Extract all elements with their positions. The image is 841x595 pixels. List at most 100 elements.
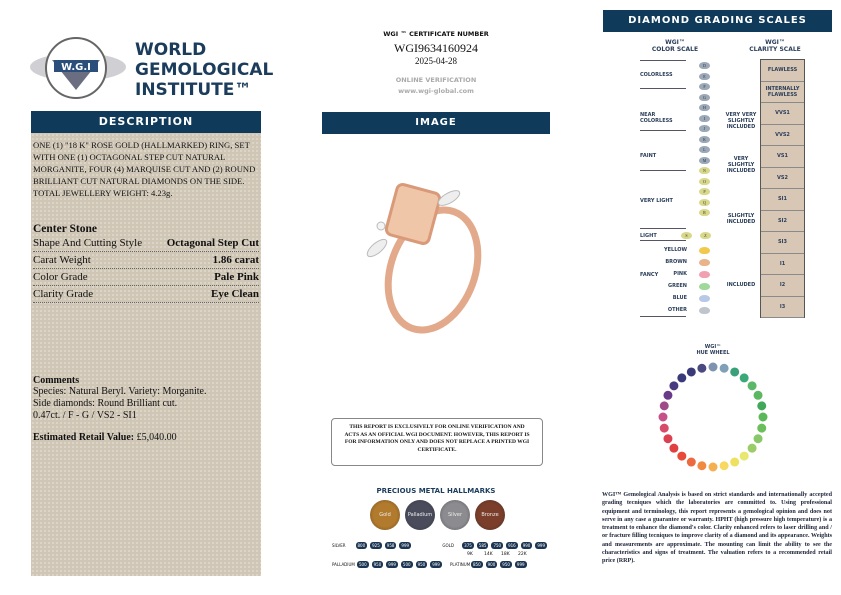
hue-swatch — [756, 422, 768, 434]
hallmark-mark: 950 — [415, 560, 428, 568]
hallmark-coin: Palladium — [405, 500, 435, 530]
clarity-scale: FLAWLESS INTERNALLY FLAWLESS VVS1 VVS2 VS1 VS… — [760, 59, 805, 318]
detail-row: Clarity Grade Eye Clean — [33, 286, 259, 303]
hallmark-mark: 900 — [485, 560, 498, 568]
hue-swatch — [718, 460, 730, 472]
hallmark-mark: 375 — [462, 541, 474, 549]
karat-label: 14K — [484, 552, 493, 557]
row-label: Carat Weight — [33, 254, 91, 266]
certificate-date: 2025-04-28 — [415, 56, 457, 66]
hue-swatch — [657, 411, 669, 423]
divider — [640, 170, 686, 171]
description-header: DESCRIPTION — [31, 111, 261, 133]
hue-wheel — [657, 361, 769, 473]
hue-swatch — [738, 450, 750, 462]
wgi-logo: W.G.I — [28, 32, 128, 102]
clarity-grade: I3 — [761, 296, 804, 318]
platinum-label: PLATINUM — [450, 561, 471, 567]
hallmark-mark: 999 — [514, 560, 527, 568]
color-group-label: LIGHT — [640, 233, 657, 239]
hue-swatch — [752, 389, 764, 401]
hallmark-mark: 958 — [384, 541, 397, 549]
detail-row: Shape And Cutting Style Octagonal Step Cu… — [33, 235, 259, 252]
color-group-label: VERY LIGHT — [640, 198, 673, 204]
hue-swatch — [676, 450, 688, 462]
detail-row: Color Grade Pale Pink — [33, 269, 259, 286]
fancy-color-gem — [699, 271, 710, 278]
hallmark-mark: 950 — [371, 560, 384, 568]
hue-swatch — [685, 456, 697, 468]
comment-line: Species: Natural Beryl. Variety: Morgani… — [33, 386, 207, 397]
hue-swatch — [658, 422, 670, 434]
grading-scales-header: DIAMOND GRADING SCALES — [603, 10, 832, 32]
hallmark-mark: 999 — [535, 541, 547, 549]
verification-label: ONLINE VERIFICATION — [395, 76, 477, 84]
hallmark-mark: 999 — [399, 541, 412, 549]
fancy-color-label: PINK — [673, 271, 687, 277]
hue-swatch — [752, 433, 764, 445]
comment-line: Side diamonds: Round Brilliant cut. — [33, 398, 178, 409]
hue-swatch — [738, 372, 750, 384]
clarity-grade: VS2 — [761, 167, 804, 189]
fancy-color-label: BROWN — [665, 259, 687, 265]
color-scale-title: WGI™ COLOR SCALE — [651, 39, 699, 53]
image-header: IMAGE — [322, 112, 550, 134]
hallmark-mark: 585 — [476, 541, 489, 549]
certificate-label: WGI ™ CERTIFICATE NUMBER — [383, 30, 489, 38]
center-stone-title: Center Stone — [33, 223, 97, 235]
hallmark-mark: 800 — [355, 541, 368, 549]
color-grade-gem: G — [699, 93, 710, 101]
clarity-grade: VVS1 — [761, 103, 804, 125]
clarity-grade: SI2 — [761, 210, 804, 232]
row-value: Pale Pink — [214, 271, 259, 283]
row-value: Eye Clean — [211, 288, 259, 300]
row-label: Color Grade — [33, 271, 88, 283]
color-grade-gem: Z — [700, 232, 711, 239]
hue-swatch — [668, 380, 680, 392]
hallmark-coin: Bronze — [475, 500, 505, 530]
hallmark-marks: SILVER 800 925 958 999 GOLD 375 585 750 916 990 999… — [332, 538, 547, 571]
gold-label: GOLD — [442, 542, 454, 548]
row-value: 1.86 carat — [212, 254, 259, 266]
clarity-grade: VS1 — [761, 146, 804, 168]
divider — [640, 316, 686, 317]
row-value: Octagonal Step Cut — [166, 237, 259, 249]
color-grade-gem: E — [699, 72, 710, 80]
row-label: Shape And Cutting Style — [33, 237, 143, 249]
clarity-scale-title: WGI™ CLARITY SCALE — [749, 39, 801, 53]
hue-swatch — [676, 372, 688, 384]
hallmark-mark: 999 — [386, 560, 398, 568]
hue-swatch — [746, 442, 758, 454]
hallmark-mark: 500 — [357, 560, 369, 568]
hue-swatch — [757, 411, 769, 423]
fancy-color-gem — [699, 259, 710, 266]
hallmark-mark: 990 — [520, 541, 533, 549]
hue-wheel-title: WGI™ HUE WHEEL — [696, 344, 730, 356]
color-grade-gem: F — [699, 83, 710, 90]
notice-text: THIS REPORT IS EXCLUSIVELY FOR ONLINE VE… — [344, 424, 530, 453]
retail-amount: £5,040.00 — [136, 432, 177, 443]
color-grade-gem: I — [699, 114, 710, 122]
divider — [640, 60, 686, 61]
hue-swatch — [668, 442, 680, 454]
institute-name: WORLD GEMOLOGICAL INSTITUTE™ — [135, 40, 274, 100]
color-grade-gem: M — [699, 156, 710, 164]
karat-label: 18K — [501, 552, 510, 557]
verification-link[interactable]: www.wgi-global.com — [398, 87, 474, 95]
clarity-grade: I2 — [761, 275, 804, 297]
hallmarks-title: PRECIOUS METAL HALLMARKS — [376, 487, 496, 495]
hue-swatch — [718, 362, 730, 374]
fancy-color-label: OTHER — [667, 307, 687, 313]
ring-image — [355, 170, 505, 350]
retail-value: Estimated Retail Value: £5,040.00 — [33, 432, 259, 443]
row-label: Clarity Grade — [33, 288, 94, 300]
color-grade-gem: Q — [699, 198, 710, 206]
hue-swatch — [658, 400, 670, 412]
karat-label: 22K — [518, 552, 527, 557]
hue-swatch — [685, 366, 697, 378]
hue-swatch — [696, 460, 708, 472]
hue-swatch — [746, 380, 758, 392]
clarity-grade: FLAWLESS — [761, 60, 804, 82]
hue-swatch — [729, 366, 741, 378]
hue-swatch — [707, 461, 719, 473]
